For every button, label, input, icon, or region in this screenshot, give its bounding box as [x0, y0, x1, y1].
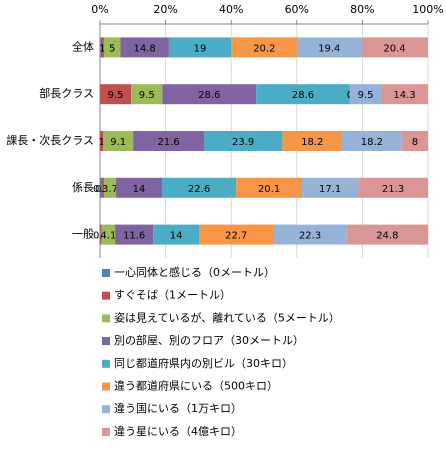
data-label: 19.4 [318, 43, 340, 54]
data-label: 28.6 [198, 90, 220, 101]
y-tick-label: 部長クラス [39, 86, 94, 100]
data-label: 19 [194, 43, 207, 54]
x-tick-label: 80% [350, 3, 374, 16]
y-tick-label: 課長・次長クラス [6, 133, 94, 147]
data-label: 9.5 [108, 90, 124, 101]
data-label: 3.7 [102, 184, 118, 195]
data-label: 18.2 [361, 137, 383, 148]
data-label: 20.4 [383, 43, 405, 54]
legend-label: 違う都道府県にいる（500キロ） [114, 379, 278, 393]
data-label: 22.3 [299, 231, 321, 242]
data-label: 20.2 [253, 43, 275, 54]
data-label: 17.1 [319, 184, 341, 195]
data-label: 4.1 [100, 231, 116, 242]
data-label: 9.1 [110, 137, 126, 148]
legend-label: 違う星にいる（4億キロ） [114, 425, 242, 438]
legend-swatch [102, 269, 110, 277]
legend-label: すぐそば（1メートル） [114, 289, 231, 302]
data-label: 11.6 [123, 231, 145, 242]
data-label: 21.3 [382, 184, 404, 195]
legend-label: 一心同体と感じる（0メートル） [114, 265, 275, 279]
data-label: 20.1 [258, 184, 280, 195]
legend-swatch [102, 314, 110, 322]
legend-swatch [102, 428, 110, 436]
legend-swatch [102, 360, 110, 368]
data-label: 9.5 [358, 90, 374, 101]
x-tick-label: 60% [285, 3, 309, 16]
data-label: 14 [133, 184, 146, 195]
legend-label: 同じ都道府県内の別ビル（30キロ） [114, 356, 293, 370]
y-tick-label: 係長 [72, 181, 94, 194]
x-tick-label: 40% [219, 3, 243, 16]
data-label: 14 [170, 231, 183, 242]
data-label: 23.9 [232, 137, 254, 148]
data-label: 14.3 [393, 90, 415, 101]
data-label: 22.6 [188, 184, 210, 195]
data-label: 24.8 [376, 231, 398, 242]
data-label: 9.5 [139, 90, 155, 101]
data-label: 8 [412, 137, 418, 148]
legend-swatch [102, 383, 110, 391]
y-tick-label: 全体 [72, 39, 94, 53]
data-label: 18.2 [301, 137, 323, 148]
legend-swatch [102, 405, 110, 413]
x-tick-label: 20% [153, 3, 177, 16]
legend-swatch [102, 292, 110, 300]
data-label: 22.7 [225, 231, 247, 242]
legend-label: 別の部屋、別のフロア（30メートル） [114, 333, 304, 347]
legend-label: 姿は見えているが、離れている（5メートル） [114, 310, 340, 324]
x-tick-label: 0% [91, 3, 108, 16]
data-label: 14.8 [133, 43, 155, 54]
y-tick-label: 一般 [72, 228, 94, 241]
data-label: 28.6 [292, 90, 314, 101]
data-label: 5 [109, 43, 115, 54]
x-tick-label: 100% [412, 3, 443, 16]
data-label: 21.6 [157, 137, 179, 148]
legend-swatch [102, 337, 110, 345]
legend-label: 違う国にいる（1万キロ） [114, 402, 242, 415]
